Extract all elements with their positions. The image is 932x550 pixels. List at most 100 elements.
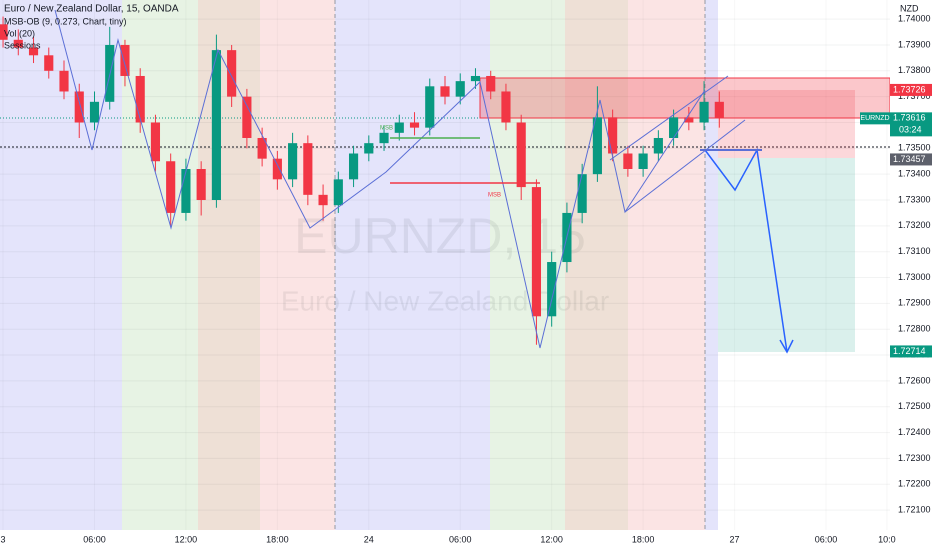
candle-body: [364, 143, 374, 154]
candle-body: [409, 122, 420, 128]
y-tick-label: 1.74000: [898, 13, 931, 23]
candle-body: [28, 47, 39, 56]
candle-body: [455, 81, 465, 97]
y-tick-label: 1.72100: [898, 504, 931, 514]
indicator-label: Vol (20): [4, 28, 35, 38]
x-tick-label: 18:00: [266, 534, 289, 544]
axis-unit: NZD: [900, 3, 919, 13]
x-tick-label: 06:00: [83, 534, 106, 544]
candle-body: [89, 101, 100, 123]
candle-body: [623, 153, 633, 170]
candle-body: [653, 137, 663, 154]
chart-title: Euro / New Zealand Dollar, 15, OANDA: [4, 4, 179, 15]
candle-body: [120, 44, 130, 76]
candle-body: [257, 137, 267, 159]
candle-body: [394, 122, 404, 133]
candle-body: [547, 262, 557, 317]
candle-body: [272, 158, 282, 180]
y-tick-label: 1.73300: [898, 194, 931, 204]
candle-body: [196, 169, 206, 201]
candle-body: [440, 86, 450, 97]
candle-body: [135, 75, 145, 123]
arrow-head: [779, 339, 794, 354]
candle-body: [592, 117, 602, 175]
candle-body: [379, 132, 389, 144]
x-tick-label: 3: [1, 534, 6, 544]
x-tick-label: 06:00: [815, 534, 838, 544]
price-marker-countdown: 03:24: [899, 125, 922, 135]
y-tick-label: 1.72300: [898, 453, 931, 463]
candle-body: [44, 55, 54, 71]
candle-body: [425, 86, 435, 128]
y-tick-label: 1.73400: [898, 169, 931, 179]
watermark-symbol: EURNZD, 15: [294, 208, 586, 264]
candle-body: [181, 169, 191, 213]
candle-body: [608, 117, 618, 154]
candle-body: [150, 122, 161, 162]
candle-body: [516, 122, 526, 188]
x-tick-label: 06:00: [449, 534, 472, 544]
watermark-name: Euro / New Zealand Dollar: [281, 285, 609, 316]
y-tick-label: 1.73500: [898, 143, 931, 153]
symbol-tag: EURNZD: [860, 115, 889, 122]
y-tick-label: 1.73800: [898, 65, 931, 75]
y-tick-label: 1.72800: [898, 324, 931, 334]
candle-body: [242, 96, 252, 138]
y-tick-label: 1.72400: [898, 427, 931, 437]
zigzag: [54, 9, 706, 349]
candle-body: [0, 24, 8, 40]
candle-body: [577, 174, 587, 213]
channel-line: [609, 75, 729, 161]
symbol-tag-box: [860, 112, 890, 125]
candle-body: [318, 194, 328, 206]
candle-body: [59, 70, 69, 92]
indicator-label: Sessions: [4, 40, 41, 50]
price-markers: 1.73726 1.73616 03:24 EURNZD 1.73457 1.72714: [860, 83, 932, 358]
y-tick-label: 1.72900: [898, 298, 931, 308]
x-tick-label: 18:00: [632, 534, 655, 544]
price-marker-box: [890, 153, 932, 166]
indicator-label: MSB-OB (9, 0.273, Chart, tiny): [4, 16, 127, 26]
price-marker-label: 1.72714: [893, 346, 926, 356]
candle-body: [166, 161, 176, 213]
price-marker-label: 1.73457: [893, 154, 926, 164]
msb-label: MSB: [488, 193, 501, 199]
candle-body: [74, 91, 84, 123]
target-zone: [718, 158, 855, 352]
time-axis: [0, 530, 890, 550]
projection-arrow: [704, 147, 788, 353]
candle-body: [684, 117, 694, 123]
x-tick-label: 24: [364, 534, 374, 544]
candle-body: [470, 75, 481, 82]
candle-body: [227, 50, 237, 97]
candle-body: [638, 153, 648, 170]
price-marker-label: 1.73726: [893, 84, 926, 94]
candle-body: [211, 50, 221, 201]
candle-body: [699, 101, 709, 123]
candle-body: [288, 143, 298, 180]
y-tick-label: 1.73200: [898, 220, 931, 230]
y-tick-label: 1.73700: [898, 91, 931, 101]
candle-body: [303, 143, 313, 195]
candle-body: [501, 91, 511, 123]
price-marker-label: 1.73616: [893, 113, 926, 123]
candle-body: [333, 179, 343, 206]
x-tick-label: 10:0: [878, 534, 896, 544]
candle-body: [669, 117, 679, 138]
y-tick-label: 1.72500: [898, 401, 931, 411]
y-tick-label: 1.73000: [898, 272, 931, 282]
candle-body: [486, 75, 496, 92]
price-marker-box: [890, 345, 932, 358]
watermark: EURNZD, 15 Euro / New Zealand Dollar: [281, 208, 609, 316]
stop-zone: [718, 90, 855, 158]
candle-body: [348, 153, 359, 180]
channel-line: [624, 119, 746, 213]
candle-body: [714, 101, 724, 119]
y-tick-label: 1.73900: [898, 39, 931, 49]
axes: 1.740001.739001.738001.737001.736001.735…: [1, 13, 931, 544]
drawings: [54, 9, 794, 354]
y-tick-label: 1.72600: [898, 375, 931, 385]
y-tick-label: 1.72200: [898, 479, 931, 489]
order-block: [479, 77, 891, 119]
